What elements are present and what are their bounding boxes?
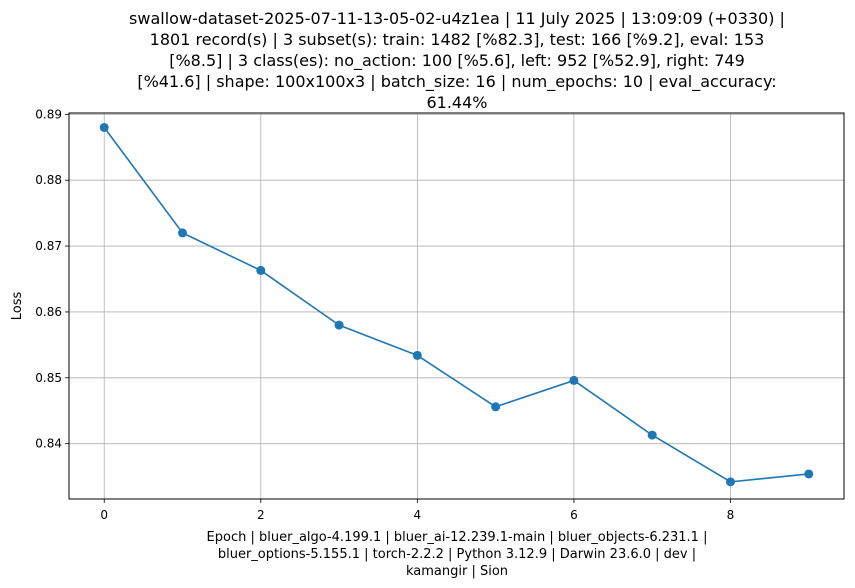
data-point [412,350,422,360]
y-tick-label: 0.89 [35,107,62,121]
chart-title: swallow-dataset-2025-07-11-13-05-02-u4z1… [129,9,785,112]
y-tick-label: 0.84 [35,437,62,451]
title-line: [%41.6] | shape: 100x100x3 | batch_size:… [137,72,776,92]
series [99,122,814,487]
plot-frame [68,112,845,500]
x-tick-label: 4 [414,508,422,522]
loss-line [103,127,809,483]
x-tick-label: 0 [100,508,108,522]
data-point [99,122,109,132]
x-label-line: bluer_options-5.155.1 | torch-2.2.2 | Py… [218,547,696,562]
data-point [334,320,344,330]
x-axis-label: Epoch | bluer_algo-4.199.1 | bluer_ai-12… [207,530,708,579]
data-point [569,375,579,385]
data-point [256,265,266,275]
title-line: [%8.5] | 3 class(es): no_action: 100 [%5… [169,51,745,71]
x-label-line: Epoch | bluer_algo-4.199.1 | bluer_ai-12… [207,530,708,545]
y-tick-label: 0.87 [35,239,62,253]
title-line: 1801 record(s) | 3 subset(s): train: 148… [150,30,765,49]
x-label-line: kamangir | Sion [406,564,508,579]
y-axis-label: Loss [10,292,25,321]
data-point [725,477,735,487]
title-line: swallow-dataset-2025-07-11-13-05-02-u4z1… [129,9,785,28]
grid [69,113,844,499]
x-tick-label: 8 [727,508,735,522]
y-tick-label: 0.86 [35,305,62,319]
x-tick-label: 2 [257,508,265,522]
y-tick-label: 0.85 [35,371,62,385]
x-tick-label: 6 [570,508,578,522]
data-point [647,430,657,440]
data-point [178,228,188,238]
y-tick-label: 0.88 [35,173,62,187]
data-point [491,402,501,412]
title-line: 61.44% [426,93,487,112]
data-point [804,469,814,479]
axis-ticks: 0 2 4 6 8 0.84 0.85 0.86 0.87 0.88 0.89 [35,107,734,522]
